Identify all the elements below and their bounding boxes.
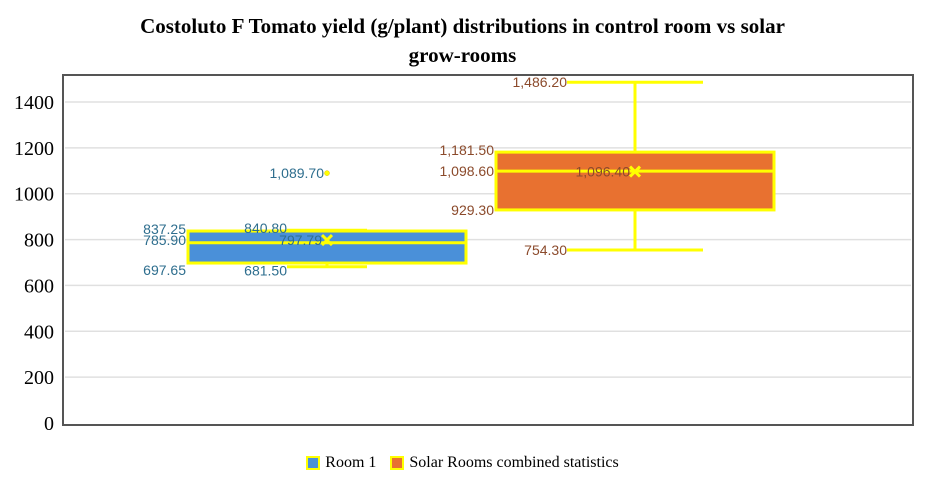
y-tick-label: 200 [24,367,54,389]
label-q3: 1,181.50 [440,142,495,158]
y-tick-label: 1200 [14,138,54,160]
y-tick-label: 400 [24,321,54,343]
legend: Room 1 Solar Rooms combined statistics [0,454,925,472]
y-tick-label: 1000 [14,184,54,206]
label-min: 681.50 [244,263,287,279]
label-q1: 929.30 [451,202,494,218]
plot-frame [62,74,914,426]
outlier-point [324,170,330,176]
y-axis: 0 200 400 600 800 1000 1200 1400 [14,92,54,435]
legend-swatch-solar-rooms [390,456,405,470]
mean-marker [628,165,642,178]
label-q1: 697.65 [143,262,186,278]
legend-item-room-1[interactable]: Room 1 [306,454,376,472]
box-solar-rooms [494,80,776,252]
chart-title-line-1: Costoluto F Tomato yield (g/plant) distr… [140,14,785,38]
label-max: 1,486.20 [513,74,568,90]
label-median: 1,098.60 [440,163,495,179]
legend-swatch-room-1 [306,456,321,470]
y-tick-label: 0 [44,413,54,435]
label-mean: 797.79 [279,232,322,248]
label-min: 754.30 [524,242,567,258]
mean-marker [320,234,334,247]
box-room-1 [186,170,468,269]
legend-item-solar-rooms[interactable]: Solar Rooms combined statistics [390,454,619,472]
boxes [186,80,776,269]
label-median: 785.90 [143,232,186,248]
label-max: 840.80 [244,220,287,236]
label-mean: 1,096.40 [576,164,631,180]
iqr-box [186,229,468,265]
chart-title: Costoluto F Tomato yield (g/plant) distr… [0,12,925,70]
chart-title-line-2: grow-rooms [408,43,517,67]
y-tick-label: 800 [24,230,54,252]
y-tick-label: 1400 [14,92,54,114]
gridlines [65,101,911,378]
legend-label-room-1: Room 1 [325,454,377,471]
y-tick-label: 600 [24,275,54,297]
iqr-box [494,150,776,212]
label-q3: 837.25 [143,221,186,237]
label-outlier: 1,089.70 [270,165,325,181]
legend-label-solar-rooms: Solar Rooms combined statistics [409,454,619,471]
